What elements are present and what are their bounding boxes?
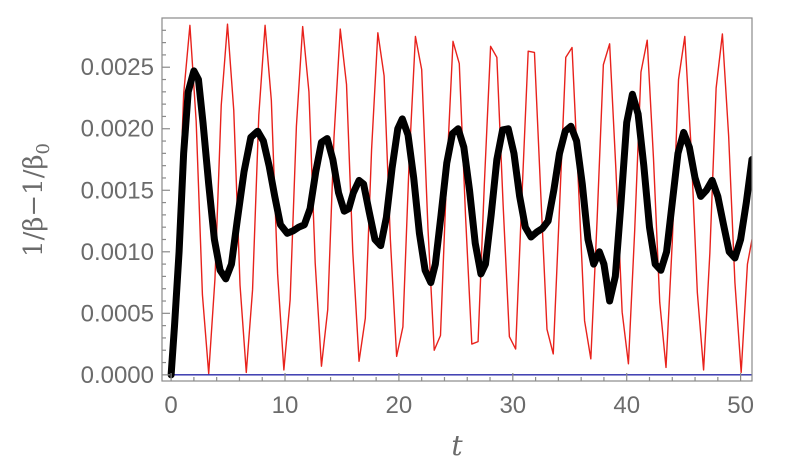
series-line-0 bbox=[170, 23, 752, 376]
x-tick-label: 0 bbox=[164, 392, 177, 419]
plot-frame bbox=[161, 17, 753, 382]
series-layer bbox=[167, 23, 752, 379]
x-tick-label: 40 bbox=[613, 392, 640, 419]
y-tick-label: 0.0020 bbox=[81, 116, 154, 143]
y-tick-label: 0.0000 bbox=[81, 362, 154, 389]
y-axis-label: 1/β−1/β0 bbox=[19, 143, 54, 257]
y-axis-label-main: 1/β−1/β bbox=[19, 155, 49, 257]
y-axis-ticks: 0.0000 0.0005 0.0010 0.0015 0.0020 0.0025 bbox=[81, 29, 170, 389]
x-axis-label: t bbox=[451, 429, 463, 462]
x-tick-label: 30 bbox=[499, 392, 526, 419]
x-tick-label: 20 bbox=[386, 392, 413, 419]
series-line-1 bbox=[167, 67, 752, 379]
y-axis-label-subscript: 0 bbox=[33, 143, 54, 154]
y-tick-label: 0.0015 bbox=[81, 177, 154, 204]
x-axis-ticks: 0 10 20 30 40 50 bbox=[164, 373, 754, 419]
y-tick-label: 0.0005 bbox=[81, 300, 154, 327]
x-tick-label: 10 bbox=[272, 392, 299, 419]
y-tick-label: 0.0025 bbox=[81, 54, 154, 81]
y-tick-label: 0.0010 bbox=[81, 239, 154, 266]
x-tick-label: 50 bbox=[727, 392, 754, 419]
